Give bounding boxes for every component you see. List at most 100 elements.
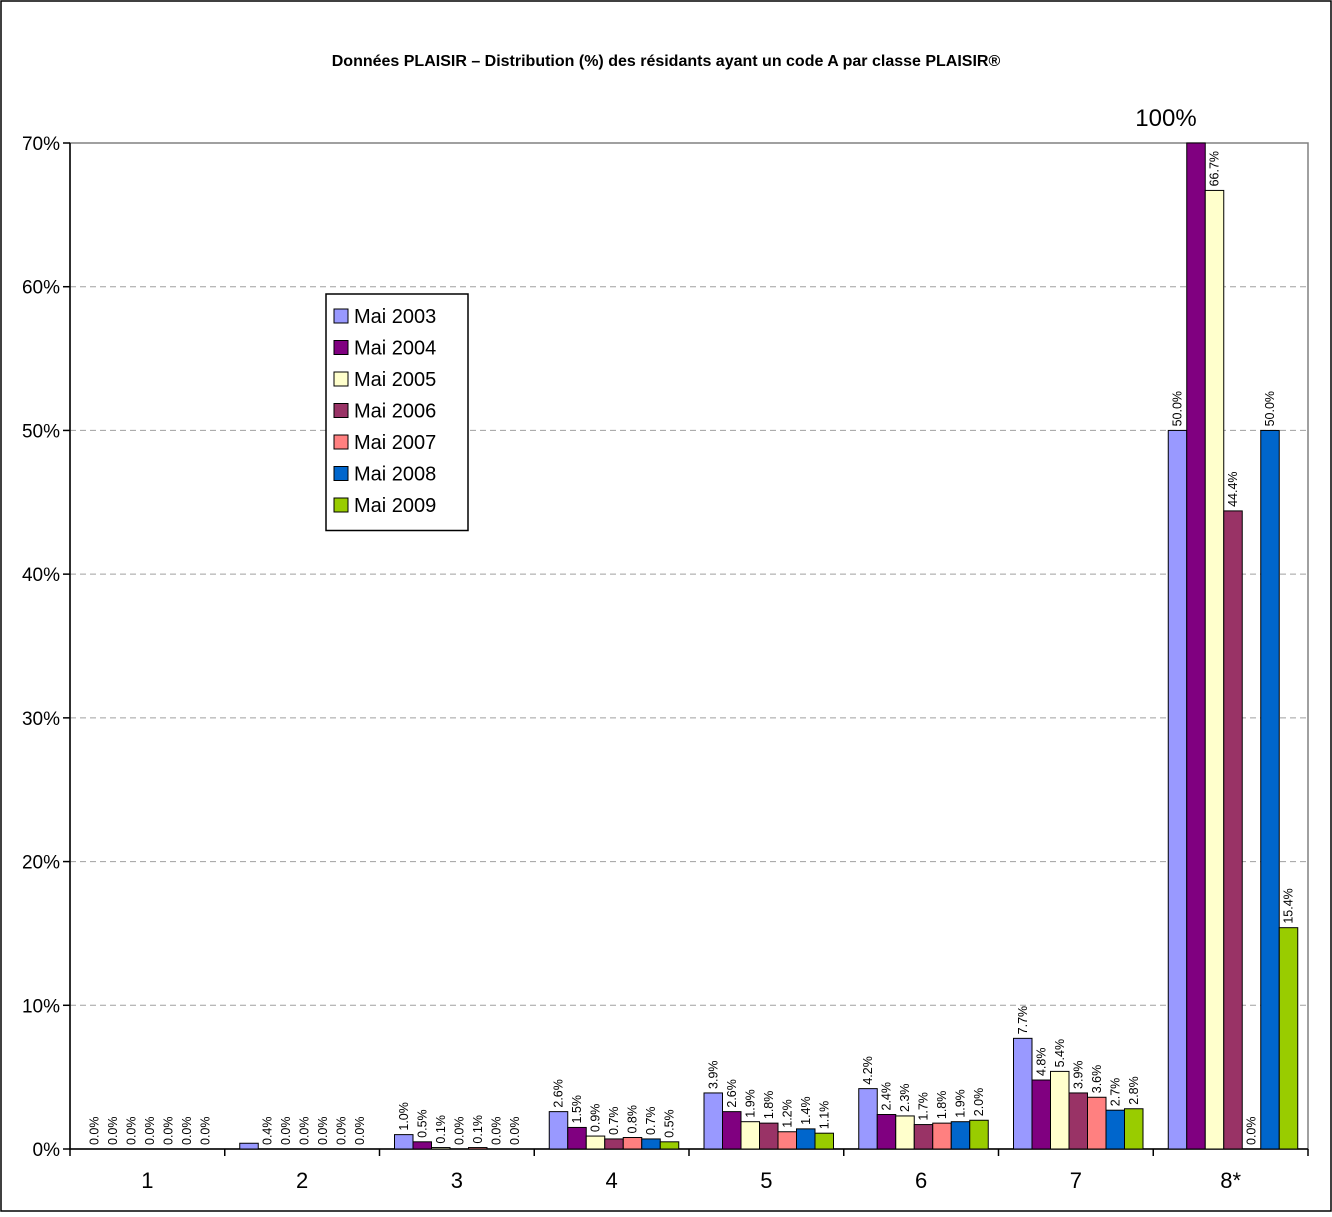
data-label: 1.1%	[817, 1101, 831, 1130]
data-label: 0.9%	[589, 1104, 603, 1133]
legend-swatch	[333, 434, 349, 450]
data-label: 2.6%	[552, 1079, 566, 1108]
legend-entry: Mai 2003	[354, 306, 436, 328]
data-label: 1.2%	[780, 1099, 794, 1128]
x-tick-label: 6	[915, 1168, 927, 1193]
data-label: 0.0%	[452, 1117, 466, 1146]
bar	[876, 1114, 897, 1150]
data-label: 2.3%	[898, 1083, 912, 1112]
data-label: 0.0%	[353, 1117, 367, 1146]
bar	[412, 1141, 432, 1150]
legend-swatch	[333, 308, 349, 324]
y-tick-label: 30%	[22, 709, 60, 730]
data-label: 2.7%	[1108, 1078, 1122, 1107]
bar	[740, 1121, 760, 1150]
bar	[548, 1111, 569, 1150]
bar	[759, 1122, 779, 1150]
bar	[431, 1147, 451, 1150]
data-label: 0.7%	[607, 1106, 621, 1135]
overflow-annotation: 100%	[1135, 105, 1196, 132]
data-labels: 0.0% 1.0% 2.6% 3.9% 4.2% 7.7% 50.0% 0.0% 0.4% 0.5…	[87, 151, 1295, 1145]
bar	[1087, 1096, 1107, 1150]
data-label: 0.8%	[626, 1105, 640, 1134]
data-label: 0.0%	[161, 1117, 175, 1146]
bar	[703, 1092, 723, 1150]
data-label: 2.8%	[1127, 1076, 1141, 1105]
data-label: 7.7%	[1016, 1006, 1030, 1035]
data-label: 0.0%	[124, 1117, 138, 1146]
data-label: 44.4%	[1226, 471, 1240, 506]
data-label: 4.8%	[1034, 1048, 1048, 1077]
data-label: 0.0%	[180, 1117, 194, 1146]
data-label: 3.6%	[1090, 1065, 1104, 1094]
legend-entry: Mai 2006	[354, 401, 436, 423]
gridlines	[70, 286, 1308, 1006]
data-label: 1.5%	[570, 1095, 584, 1124]
data-label: 0.0%	[316, 1117, 330, 1146]
data-label: 1.7%	[917, 1092, 931, 1121]
x-tick-label: 2	[296, 1168, 308, 1193]
bar	[1013, 1037, 1033, 1150]
bar	[858, 1088, 878, 1150]
bar	[969, 1119, 989, 1150]
data-label: 0.0%	[198, 1117, 212, 1146]
x-tick-label: 8*	[1220, 1168, 1241, 1193]
bar	[468, 1147, 488, 1150]
legend-swatch	[333, 497, 349, 513]
data-label: 0.1%	[471, 1115, 485, 1144]
legend-entry: Mai 2009	[354, 495, 436, 517]
y-tick-label: 0%	[33, 1140, 61, 1161]
data-label: 1.9%	[954, 1089, 968, 1118]
data-label: 1.9%	[743, 1089, 757, 1118]
data-label: 4.2%	[861, 1056, 875, 1085]
data-label: 0.0%	[489, 1117, 503, 1146]
data-label: 0.0%	[508, 1117, 522, 1146]
bar	[1260, 429, 1280, 1150]
legend-box	[325, 293, 469, 532]
data-label: 1.8%	[762, 1091, 776, 1120]
data-label: 0.0%	[106, 1117, 120, 1146]
y-tick-label: 10%	[22, 996, 60, 1017]
legend-swatch	[333, 403, 349, 418]
data-label: 0.0%	[279, 1117, 293, 1146]
bar	[394, 1134, 414, 1150]
bar	[932, 1122, 952, 1150]
bar	[1105, 1109, 1125, 1150]
bar	[796, 1128, 816, 1150]
y-tick-label: 50%	[22, 421, 60, 442]
bar	[1167, 429, 1188, 1150]
y-tick-label: 40%	[22, 565, 60, 586]
bar	[895, 1115, 915, 1150]
data-label: 1.0%	[397, 1102, 411, 1131]
legend: Mai 2003 Mai 2004 Mai 2005 Mai 2006 Mai 2007…	[325, 293, 469, 532]
legend-swatch	[333, 371, 349, 387]
bar	[950, 1121, 971, 1150]
bar	[777, 1131, 797, 1150]
legend-swatch	[333, 340, 349, 355]
x-tick-label: 4	[606, 1168, 618, 1193]
legend-entry: Mai 2008	[354, 464, 436, 486]
data-label: 50.0%	[1263, 391, 1277, 426]
bar	[641, 1138, 661, 1150]
bar	[1278, 927, 1299, 1150]
bar	[722, 1111, 742, 1150]
y-tick-label: 20%	[22, 853, 60, 874]
bar	[622, 1137, 643, 1150]
bar	[567, 1126, 587, 1150]
bar	[814, 1132, 834, 1150]
bar	[585, 1135, 606, 1150]
bar	[1204, 189, 1225, 1150]
legend-entry: Mai 2004	[354, 338, 436, 360]
y-tick-label: 70%	[22, 134, 60, 155]
data-label: 2.0%	[972, 1088, 986, 1117]
data-label: 5.4%	[1053, 1039, 1067, 1068]
data-label: 1.4%	[799, 1096, 813, 1125]
data-label: 1.8%	[935, 1091, 949, 1120]
data-label: 0.4%	[261, 1117, 275, 1146]
bars	[239, 142, 1299, 1150]
data-label: 2.6%	[725, 1079, 739, 1108]
data-label: 3.9%	[1071, 1060, 1085, 1089]
data-label: 0.0%	[298, 1117, 312, 1146]
